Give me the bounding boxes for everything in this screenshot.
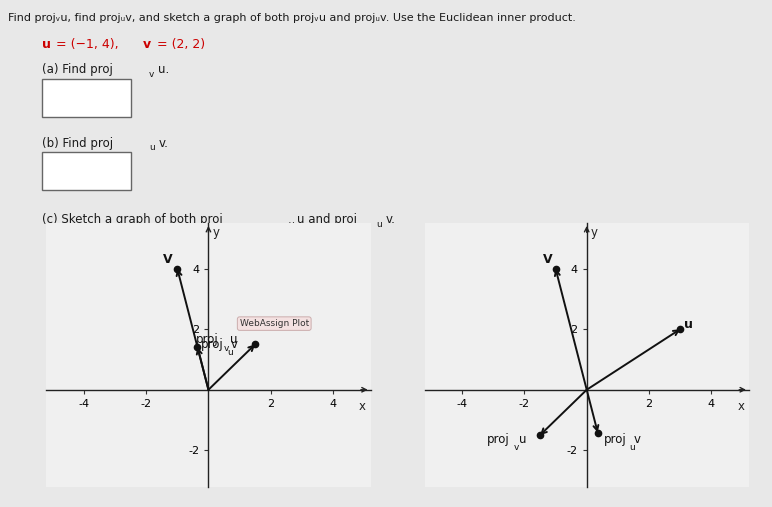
- Text: y: y: [591, 226, 598, 239]
- Text: = (−1, 4),: = (−1, 4),: [56, 38, 119, 51]
- Text: proj: proj: [201, 339, 224, 351]
- Text: v: v: [143, 38, 151, 51]
- Text: proj: proj: [487, 433, 510, 446]
- Text: u: u: [684, 317, 692, 331]
- FancyBboxPatch shape: [42, 152, 131, 190]
- Text: v: v: [289, 220, 294, 229]
- Text: y: y: [212, 226, 219, 239]
- Text: u.: u.: [158, 63, 170, 77]
- Text: u and proj: u and proj: [297, 213, 357, 226]
- FancyBboxPatch shape: [42, 79, 131, 117]
- Text: v.: v.: [385, 213, 395, 226]
- Text: v: v: [223, 344, 229, 353]
- Text: = (2, 2): = (2, 2): [157, 38, 205, 51]
- Text: WebAssign Plot: WebAssign Plot: [239, 319, 309, 328]
- Text: u: u: [229, 333, 237, 346]
- Text: x: x: [359, 401, 366, 413]
- Text: v: v: [149, 70, 154, 79]
- Text: u: u: [42, 38, 51, 51]
- Text: u: u: [519, 433, 527, 446]
- Text: u: u: [149, 143, 154, 153]
- Text: u: u: [227, 348, 233, 357]
- Text: u: u: [630, 443, 635, 452]
- Text: x: x: [737, 401, 744, 413]
- Text: proj: proj: [604, 433, 627, 446]
- Text: v: v: [634, 433, 641, 446]
- Text: proj: proj: [196, 333, 218, 346]
- Text: v.: v.: [158, 137, 168, 150]
- Text: v: v: [230, 339, 237, 351]
- Text: (b) Find proj: (b) Find proj: [42, 137, 113, 150]
- Text: v: v: [513, 443, 519, 452]
- Text: Find projᵥu, find projᵤv, and sketch a graph of both projᵥu and projᵤv. Use the : Find projᵥu, find projᵤv, and sketch a g…: [8, 13, 576, 23]
- Text: (a) Find proj: (a) Find proj: [42, 63, 113, 77]
- Text: V: V: [163, 253, 173, 266]
- Text: (c) Sketch a graph of both proj: (c) Sketch a graph of both proj: [42, 213, 223, 226]
- Text: V: V: [543, 253, 553, 266]
- Text: u: u: [376, 220, 381, 229]
